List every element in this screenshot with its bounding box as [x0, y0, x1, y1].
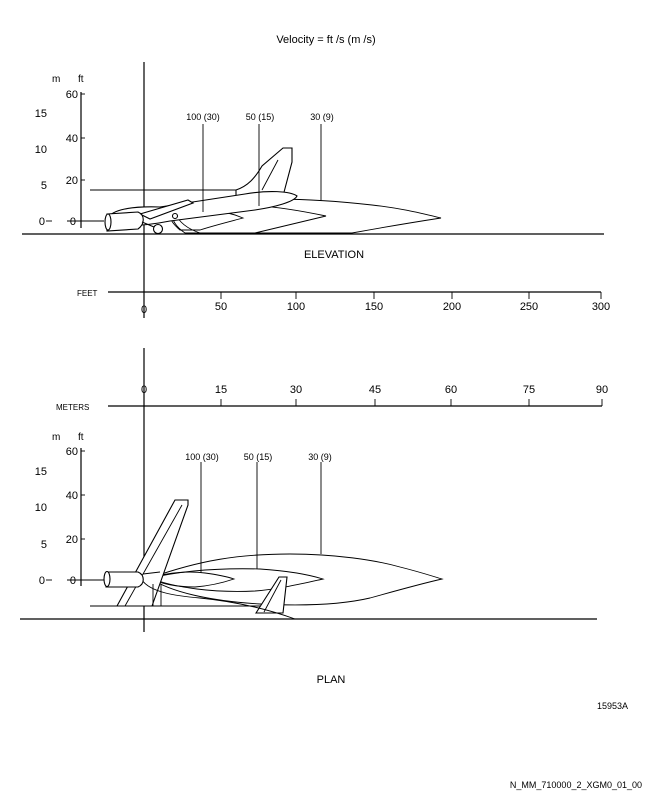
elevation-nose-wheel	[152, 223, 164, 235]
plan-contour-label-100: 100 (30)	[185, 452, 219, 462]
feet-scale: FEET 0 50 100 150 200 250 300	[77, 289, 610, 316]
meters-tick-60: 60	[445, 384, 457, 396]
plan-contour-30	[149, 553, 444, 606]
plan-ft-tick-20: 20	[66, 534, 78, 546]
meters-tick-15: 15	[215, 384, 227, 396]
elevation-vertical-tail	[235, 147, 293, 197]
plan-contour-100	[148, 571, 236, 588]
elevation-landing-gear	[141, 221, 155, 228]
elevation-main-wheel	[171, 212, 179, 220]
plan-ft-tick-40: 40	[66, 490, 78, 502]
elevation-view: m ft 15 10 5 0 60 40 20 0	[22, 62, 604, 318]
elevation-label: ELEVATION	[304, 249, 364, 261]
meters-tick-45: 45	[369, 384, 381, 396]
title: Velocity = ft /s (m /s)	[276, 34, 375, 46]
feet-tick-150: 150	[365, 301, 383, 313]
elevation-wing	[138, 199, 195, 220]
elevation-aircraft	[104, 147, 298, 235]
plan-m-tick-5: 5	[41, 539, 47, 551]
plan-ft-unit: ft	[78, 432, 84, 443]
plan-view: m ft 15 10 5 0 60 40 20 0	[20, 432, 597, 686]
feet-scale-label: FEET	[77, 289, 98, 298]
elevation-m-tick-0: 0	[39, 216, 45, 228]
feet-tick-200: 200	[443, 301, 461, 313]
plan-ft-tick-60: 60	[66, 446, 78, 458]
plan-ft-tick-0: 0	[70, 575, 76, 587]
plan-contour-label-30: 30 (9)	[308, 452, 332, 462]
plan-engine	[105, 571, 144, 588]
elevation-engine-inlet	[104, 213, 112, 231]
plan-m-tick-10: 10	[35, 502, 47, 514]
plan-m-tick-0: 0	[39, 575, 45, 587]
plan-m-tick-15: 15	[35, 466, 47, 478]
meters-tick-75: 75	[523, 384, 535, 396]
elevation-m-tick-5: 5	[41, 180, 47, 192]
plan-contour-50	[148, 568, 325, 592]
plan-label: PLAN	[317, 674, 346, 686]
meters-tick-30: 30	[290, 384, 302, 396]
feet-tick-300: 300	[592, 301, 610, 313]
elevation-contour-label-30: 30 (9)	[310, 112, 334, 122]
elevation-ft-tick-40: 40	[66, 133, 78, 145]
figure-id: 15953A	[597, 701, 628, 711]
feet-tick-50: 50	[215, 301, 227, 313]
plan-horizontal-stabilizer	[254, 576, 288, 614]
meters-tick-0: 0	[141, 384, 147, 396]
elevation-ft-tick-60: 60	[66, 89, 78, 101]
plan-engine-inlet	[103, 570, 111, 588]
meters-scale-label: METERS	[56, 403, 89, 412]
plan-m-unit: m	[52, 432, 60, 443]
elevation-m-tick-15: 15	[35, 108, 47, 120]
elevation-contour-label-50: 50 (15)	[246, 112, 275, 122]
feet-tick-250: 250	[520, 301, 538, 313]
elevation-contour-label-100: 100 (30)	[186, 112, 220, 122]
plan-contour-label-50: 50 (15)	[244, 452, 273, 462]
elevation-ft-tick-0: 0	[70, 216, 76, 228]
plan-fuselage-side	[141, 579, 296, 620]
elevation-ft-unit: ft	[78, 74, 84, 85]
meters-tick-90: 90	[596, 384, 608, 396]
plan-aircraft	[103, 499, 296, 620]
footer-id: N_MM_710000_2_XGM0_01_00	[510, 780, 642, 790]
elevation-engine	[106, 211, 144, 232]
feet-tick-0: 0	[141, 304, 147, 316]
elevation-ft-tick-20: 20	[66, 175, 78, 187]
elevation-m-tick-10: 10	[35, 144, 47, 156]
elevation-m-unit: m	[52, 74, 60, 85]
feet-tick-100: 100	[287, 301, 305, 313]
plan-wing	[116, 499, 189, 607]
